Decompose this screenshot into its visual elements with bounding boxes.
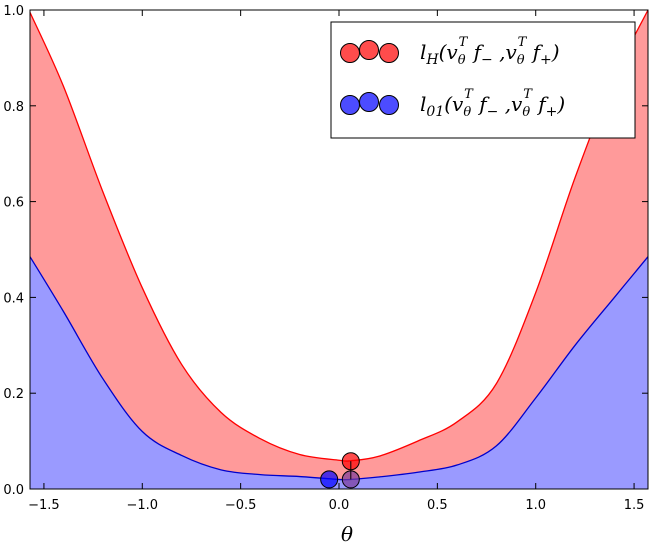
y-tick-label: 0.2 [3,387,24,402]
axis-ticks [30,9,648,490]
x-axis-label: θ [341,522,353,546]
y-tick-label: 0.8 [3,100,24,115]
y-tick-label: 0.6 [3,196,24,211]
x-tick-label: −1.5 [28,498,60,513]
chart-markers [320,452,360,489]
legend-marker [379,95,399,115]
x-tick-label: 0.0 [329,498,350,513]
legend: lH(vθT f− ,vθT f+) l01(vθT f− ,vθT f+) [330,21,636,139]
legend-marker [359,40,379,60]
legend-marker [340,43,360,63]
legend-marker [359,92,379,112]
zero-one-fill-area [30,256,648,489]
y-tick-label: 1.0 [3,4,24,19]
chart-fills [30,10,648,489]
x-tick-label: −0.5 [225,498,257,513]
x-tick-label: 1.5 [624,498,645,513]
legend-marker [340,95,360,115]
axis-tick-labels: −1.5 −1.0 −0.5 0.0 0.5 1.0 1.5 0.0 0.2 0.4 0.6 0.8 1… [3,4,644,513]
legend-marker [379,43,399,63]
legend-entry-label: lH(vθT f− ,vθT f+) [420,35,560,68]
x-tick-label: −1.0 [126,498,158,513]
y-tick-label: 0.4 [3,291,24,306]
legend-box [330,21,636,139]
x-tick-label: 1.0 [525,498,546,513]
marker-point [320,470,339,489]
x-tick-label: 0.5 [427,498,448,513]
y-tick-label: 0.0 [3,483,24,498]
legend-entry-label: l01(vθT f− ,vθT f+) [420,87,565,120]
